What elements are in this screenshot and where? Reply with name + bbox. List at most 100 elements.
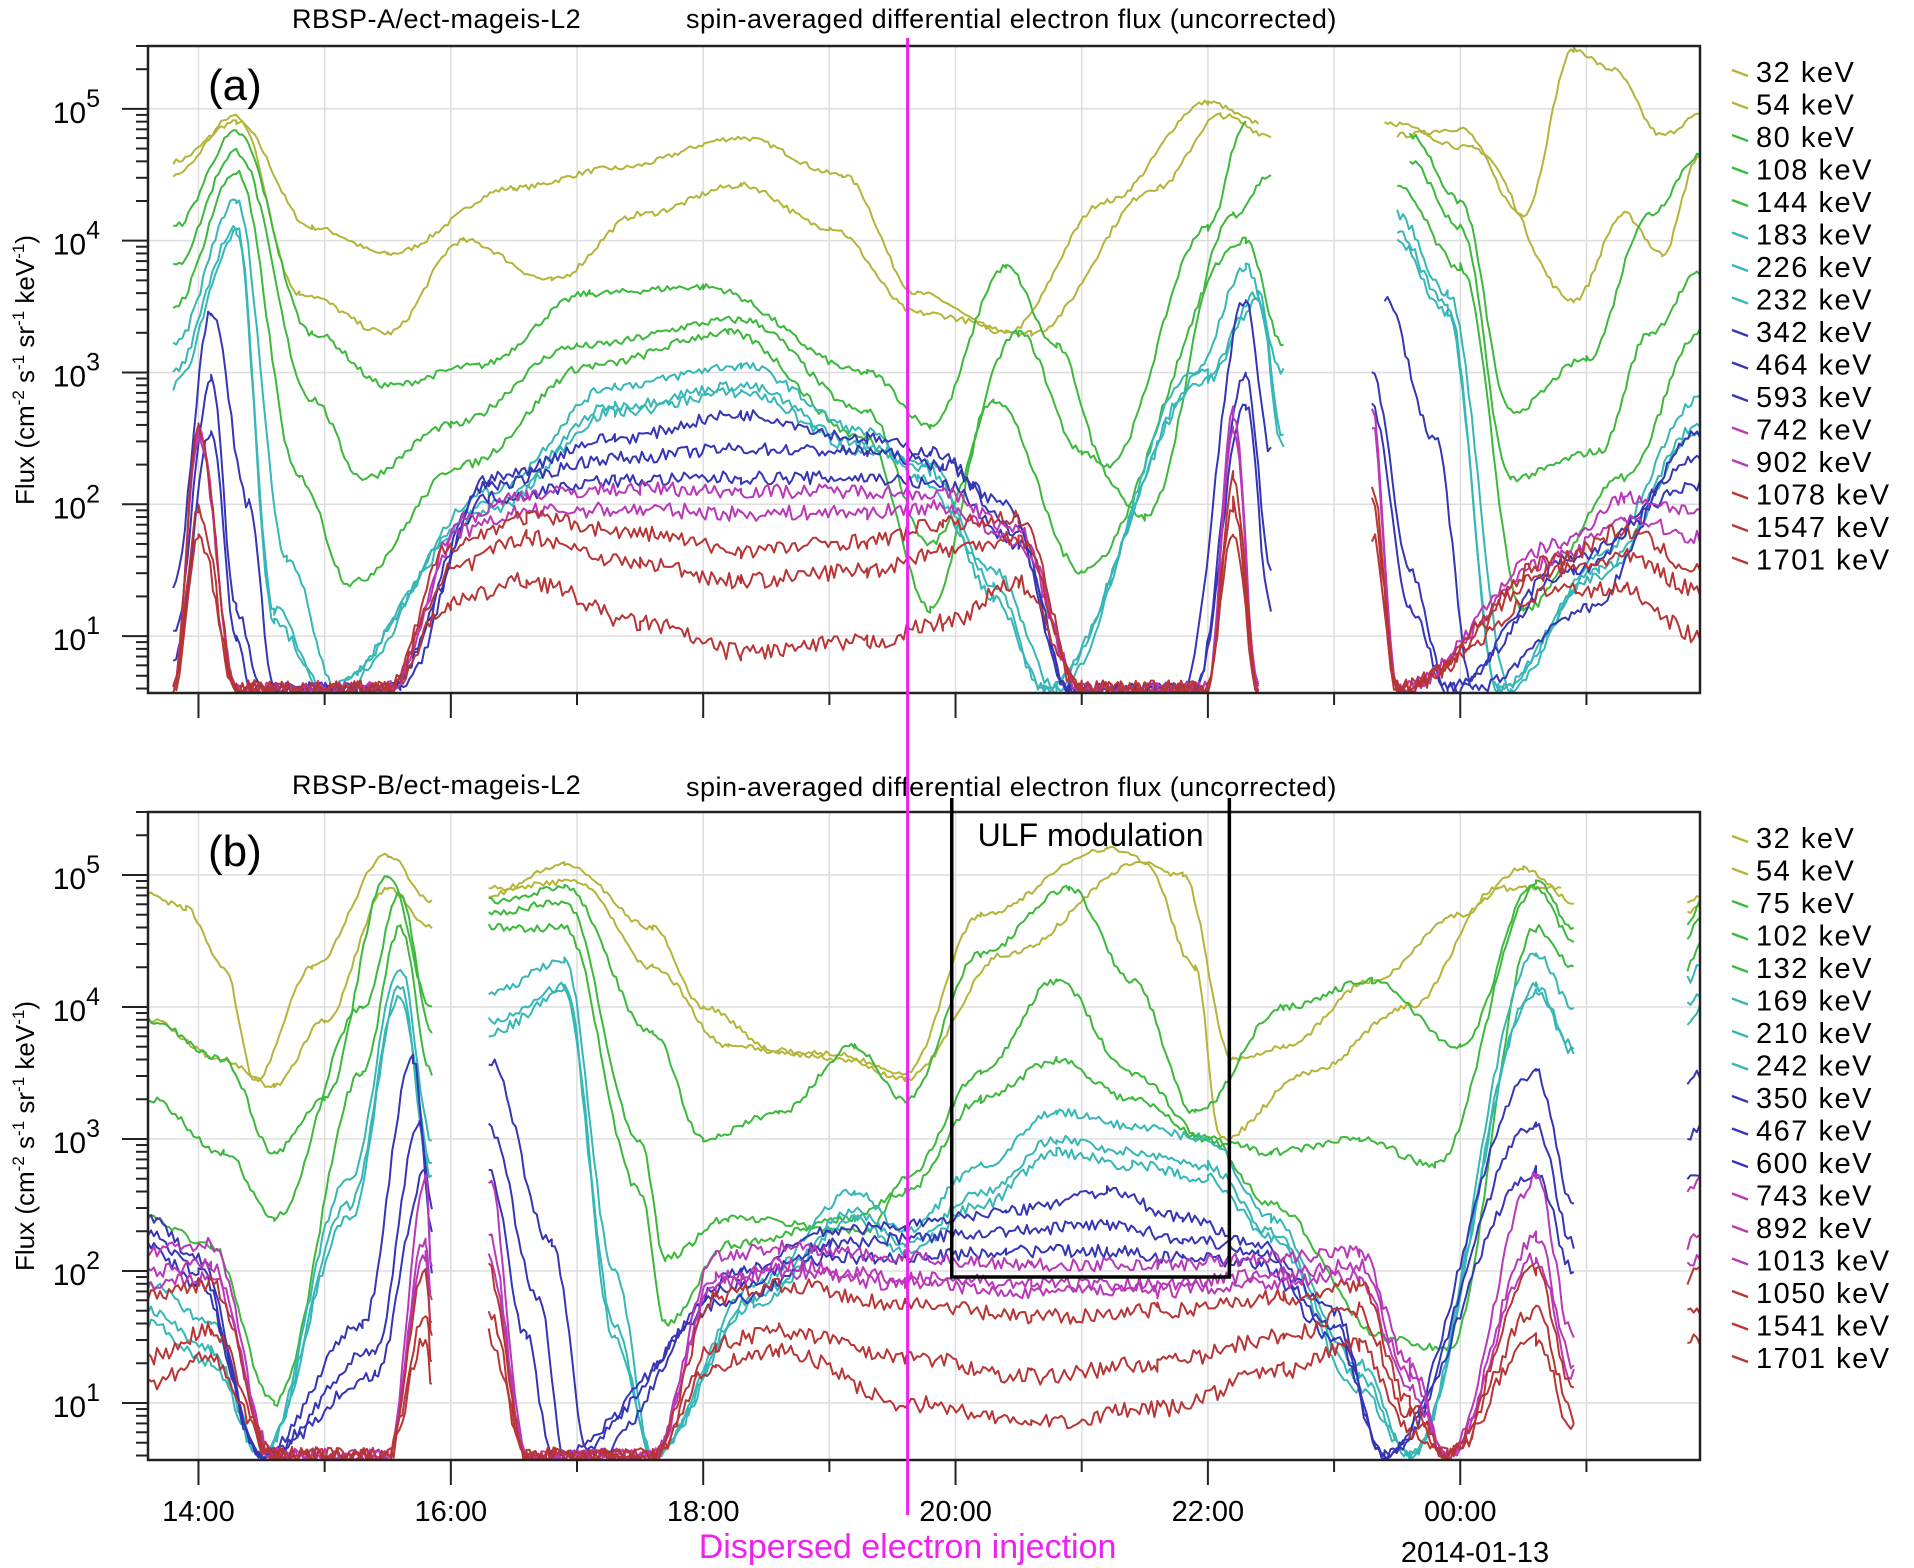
legend-swatch	[1731, 296, 1749, 305]
legend-item: 183 keV	[1731, 220, 1873, 252]
legend-swatch	[1731, 1322, 1749, 1331]
legend-label: 132 keV	[1756, 953, 1873, 985]
legend-label: 350 keV	[1756, 1083, 1873, 1115]
legend-swatch	[1731, 1029, 1749, 1039]
legend-swatch	[1731, 68, 1749, 78]
series-line-600-kev	[488, 1164, 1575, 1460]
legend-label: 144 keV	[1756, 187, 1873, 219]
ulf-label: ULF modulation	[978, 817, 1204, 853]
series-line-1701-kev	[148, 1337, 433, 1460]
legend-item: 1078 keV	[1731, 480, 1891, 512]
legend-label: 75 keV	[1756, 888, 1855, 920]
y-tick-label: 101	[53, 1379, 100, 1424]
legend-item: 743 keV	[1731, 1181, 1873, 1213]
series-line-102-kev	[488, 884, 1575, 1263]
legend-label: 210 keV	[1756, 1018, 1873, 1050]
series-line-743-kev	[1686, 1175, 1700, 1193]
x-tick-label: 00:00	[1424, 1496, 1497, 1528]
legend-swatch	[1731, 834, 1749, 844]
series-line-54-kev	[172, 112, 1272, 337]
legend-item: 467 keV	[1731, 1116, 1871, 1148]
y-tick-label: 103	[53, 1115, 100, 1160]
series-line-132-kev	[1686, 941, 1700, 972]
series-line-102-kev	[148, 891, 433, 1222]
injection-label: Dispersed electron injection	[699, 1528, 1117, 1566]
series-line-80-kev	[173, 120, 1247, 469]
series-line-75-kev	[148, 875, 433, 1155]
series-line-1701-kev	[487, 1328, 1575, 1460]
panel-a-y-label: Flux (cm-2 s-1 sr-1 keV-1)	[9, 235, 40, 505]
legend-label: 1547 keV	[1756, 512, 1891, 544]
legend-item: 342 keV	[1731, 317, 1871, 349]
series-line-892-kev	[488, 1230, 1575, 1460]
series-line-132-kev	[148, 924, 433, 1407]
y-tick-label: 105	[53, 85, 100, 130]
legend-item: 1050 keV	[1731, 1278, 1891, 1310]
legend-label: 54 keV	[1756, 90, 1855, 122]
series-line-1050-kev	[487, 1262, 1575, 1460]
legend-label: 464 keV	[1756, 350, 1873, 382]
series-line-32-kev	[148, 852, 433, 1083]
legend-label: 226 keV	[1756, 252, 1873, 284]
legend-label: 902 keV	[1756, 447, 1873, 479]
legend-item: 232 keV	[1731, 285, 1871, 317]
legend-item: 210 keV	[1731, 1018, 1873, 1050]
ulf-modulation-box: ULF modulation	[950, 798, 1232, 1279]
legend-label: 183 keV	[1756, 220, 1873, 252]
series-line-54-kev	[488, 861, 1562, 1142]
legend-label: 1701 keV	[1756, 545, 1891, 577]
x-tick-label: 14:00	[162, 1496, 235, 1528]
ulf-box-outline	[950, 798, 1232, 1279]
series-line-32-kev	[488, 845, 1574, 1076]
legend-item: 892 keV	[1731, 1213, 1871, 1245]
series-line-54-kev	[1687, 904, 1700, 914]
legend-swatch	[1731, 328, 1749, 338]
series-line-1078-kev	[172, 422, 1260, 693]
legend-swatch	[1731, 101, 1749, 110]
legend-label: 743 keV	[1756, 1181, 1873, 1213]
series-line-242-kev	[488, 987, 1575, 1460]
legend-item: 742 keV	[1731, 415, 1873, 447]
series-line-80-kev	[1408, 132, 1700, 414]
legend-item: 54 keV	[1731, 90, 1855, 122]
legend-item: 464 keV	[1731, 350, 1873, 382]
series-line-32-kev	[1686, 895, 1700, 904]
legend-swatch	[1731, 556, 1749, 565]
series-line-75-kev	[488, 879, 1575, 1143]
legend-label: 1701 keV	[1756, 1343, 1891, 1375]
series-line-54-kev	[148, 886, 433, 1089]
legend-swatch	[1731, 1224, 1749, 1234]
legend-label: 742 keV	[1756, 415, 1873, 447]
legend-swatch	[1731, 231, 1749, 240]
legend-item: 132 keV	[1731, 953, 1873, 985]
legend-swatch	[1731, 1062, 1749, 1071]
series-line-169-kev	[148, 968, 433, 1458]
legend-label: 1078 keV	[1756, 480, 1891, 512]
panel-a-y-axis: 101 102 103 104 105	[53, 45, 148, 690]
y-tick-label: 104	[53, 983, 100, 1028]
panel-a: RBSP-A/ect-mageis-L2 spin-averaged diffe…	[9, 4, 1891, 718]
series-line-464-kev	[1371, 371, 1700, 693]
legend-label: 1050 keV	[1756, 1278, 1891, 1310]
series-line-892-kev	[1686, 1233, 1700, 1250]
legend-label: 600 keV	[1756, 1148, 1873, 1180]
panel-a-x-axis	[197, 693, 1588, 718]
legend-item: 144 keV	[1731, 187, 1873, 219]
series-line-1078-kev	[1370, 486, 1700, 693]
x-tick-labels: 14:00 16:00 18:00 20:00 22:00 00:00	[162, 1496, 1496, 1528]
series-line-242-kev	[1686, 1004, 1700, 1026]
series-line-1013-kev	[487, 1252, 1575, 1460]
legend-swatch	[1731, 997, 1749, 1006]
legend-item: 1701 keV	[1731, 545, 1891, 577]
legend-label: 80 keV	[1756, 122, 1855, 154]
legend-swatch	[1731, 458, 1749, 468]
panel-a-frame	[146, 44, 1702, 695]
x-tick-label: 22:00	[1172, 1496, 1245, 1528]
series-line-169-kev	[1686, 964, 1700, 984]
legend-swatch	[1731, 133, 1749, 143]
series-line-232-kev	[172, 227, 1285, 693]
y-tick-label: 102	[53, 1247, 100, 1292]
series-line-350-kev	[488, 1058, 1575, 1460]
